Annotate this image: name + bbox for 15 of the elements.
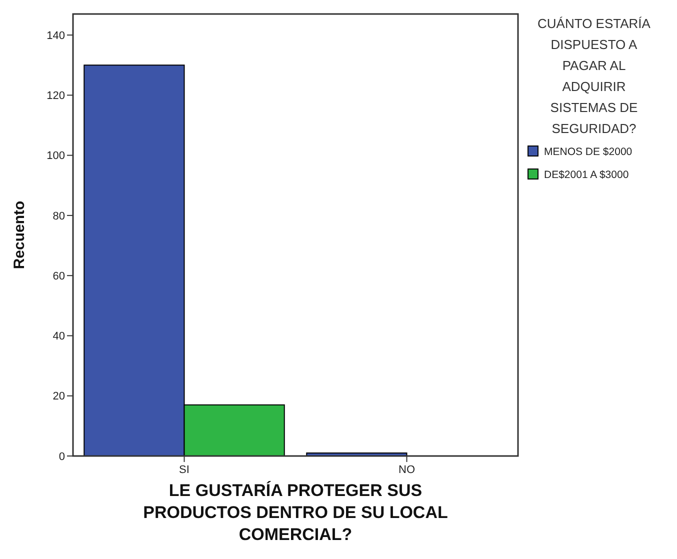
y-tick-label: 0 bbox=[58, 450, 65, 463]
y-tick-label: 40 bbox=[52, 330, 65, 343]
y-tick-label: 60 bbox=[52, 270, 65, 282]
x-tick-label: SI bbox=[179, 464, 190, 476]
x-tick-label: NO bbox=[398, 464, 416, 476]
y-tick-label: 140 bbox=[46, 30, 65, 42]
legend-label: MENOS DE $2000 bbox=[544, 146, 632, 158]
y-tick-label: 120 bbox=[46, 90, 65, 102]
y-tick-label: 20 bbox=[52, 390, 65, 403]
x-axis-title: LE GUSTARÍA PROTEGER SUS PRODUCTOS DENTRO DE SU LOCAL COMERCIAL? bbox=[143, 480, 448, 544]
y-axis-title: Recuento bbox=[11, 200, 28, 270]
legend-title: CUÁNTO ESTARÍA DISPUESTO A PAGAR AL ADQUIRIR SISTEMAS DE SEGURIDAD? bbox=[538, 16, 651, 136]
y-tick-label: 80 bbox=[52, 210, 65, 222]
y-tick-label: 100 bbox=[46, 150, 65, 162]
legend-label: DE$2001 A $3000 bbox=[544, 169, 629, 181]
